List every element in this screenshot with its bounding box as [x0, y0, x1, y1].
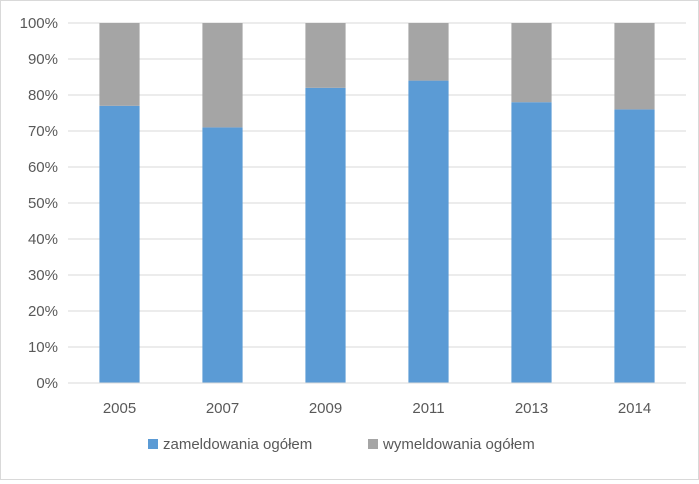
- bar-segment-series-1: [511, 102, 552, 383]
- bar-segment-series-1: [202, 127, 243, 384]
- bars: [99, 23, 655, 384]
- gridlines: [68, 22, 686, 348]
- x-tick-label: 2014: [618, 400, 651, 417]
- bar-segment-series-2: [511, 23, 552, 103]
- bar-segment-series-1: [614, 109, 655, 384]
- y-axis-tick-labels: 0% 10% 20% 30% 40% 50% 60% 70% 80% 90% 100%: [20, 15, 58, 392]
- bar-segment-series-1: [408, 80, 449, 383]
- x-tick-label: 2011: [412, 400, 444, 417]
- bar-segment-series-2: [408, 23, 449, 81]
- x-axis-tick-labels: 2005 2007 2009 2011 2013 2014: [103, 400, 651, 417]
- y-tick-label: 20%: [28, 303, 58, 320]
- bar-segment-series-2: [202, 23, 243, 128]
- legend-label-series-2: wymeldowania ogółem: [382, 436, 535, 453]
- x-tick-label: 2005: [103, 400, 136, 417]
- y-tick-label: 50%: [28, 195, 58, 212]
- y-tick-label: 0%: [36, 375, 58, 392]
- bar-segment-series-1: [305, 87, 346, 384]
- y-tick-label: 10%: [28, 339, 58, 356]
- y-tick-label: 60%: [28, 159, 58, 176]
- y-tick-label: 100%: [20, 15, 58, 32]
- x-tick-label: 2013: [515, 400, 548, 417]
- legend-swatch-series-1: [148, 439, 158, 449]
- x-tick-label: 2009: [309, 400, 342, 417]
- legend-label-series-1: zameldowania ogółem: [163, 436, 312, 453]
- legend-swatch-series-2: [368, 439, 378, 449]
- y-tick-label: 80%: [28, 87, 58, 104]
- y-tick-label: 30%: [28, 267, 58, 284]
- y-tick-label: 40%: [28, 231, 58, 248]
- bar-segment-series-2: [614, 23, 655, 110]
- x-tick-label: 2007: [206, 400, 239, 417]
- legend: zameldowania ogółem wymeldowania ogółem: [148, 436, 535, 453]
- bar-segment-series-2: [305, 23, 346, 88]
- bar-segment-series-2: [99, 23, 140, 106]
- bar-segment-series-1: [99, 105, 140, 384]
- y-tick-label: 90%: [28, 51, 58, 68]
- y-tick-label: 70%: [28, 123, 58, 140]
